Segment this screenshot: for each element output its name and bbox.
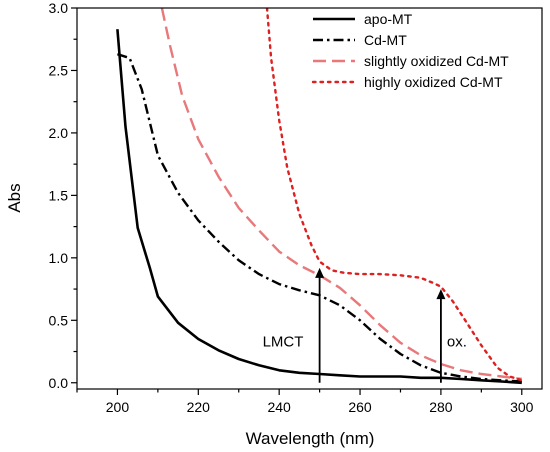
plot-frame [76, 7, 543, 390]
series-line-4 [265, 8, 523, 382]
x-axis-title: Wavelength (nm) [246, 429, 375, 448]
x-axis: 200 220 240 260 280 300 [76, 389, 534, 415]
y-tick-label: 0.0 [49, 375, 69, 391]
annotation-label-lmct: LMCT [263, 334, 304, 351]
arrowhead-icon [315, 267, 325, 278]
y-tick-label: 3.0 [49, 0, 69, 16]
x-tick-label: 300 [510, 399, 534, 415]
legend-label-2: Cd-MT [364, 32, 407, 48]
y-tick-label: 2.5 [49, 62, 69, 78]
y-tick-label: 1.5 [49, 187, 69, 203]
y-tick-label: 0.5 [49, 312, 69, 328]
legend: apo-MT Cd-MT slightly oxidized Cd-MT highly… [311, 11, 509, 90]
y-tick-label: 2.0 [49, 125, 69, 141]
x-tick-label: 280 [429, 399, 453, 415]
x-tick-label: 200 [106, 399, 130, 415]
series-line-1 [116, 29, 522, 385]
annotation-label-ox: ox. [447, 334, 467, 351]
legend-label-3: slightly oxidized Cd-MT [364, 53, 509, 69]
y-axis: 0.0 0.5 1.0 1.5 2.0 2.5 3.0 [49, 0, 77, 391]
y-axis-title: Abs [5, 183, 24, 212]
series-line-2 [117, 53, 522, 383]
x-tick-label: 260 [348, 399, 372, 415]
legend-label-4: highly oxidized Cd-MT [364, 74, 503, 90]
legend-label-1: apo-MT [364, 11, 413, 27]
x-tick-label: 240 [267, 399, 291, 415]
series-line-3 [160, 8, 522, 381]
x-tick-label: 220 [187, 399, 211, 415]
arrowhead-icon [436, 289, 446, 300]
plot-area [116, 8, 523, 385]
annotations: LMCT ox. [263, 267, 467, 383]
y-tick-label: 1.0 [49, 250, 69, 266]
